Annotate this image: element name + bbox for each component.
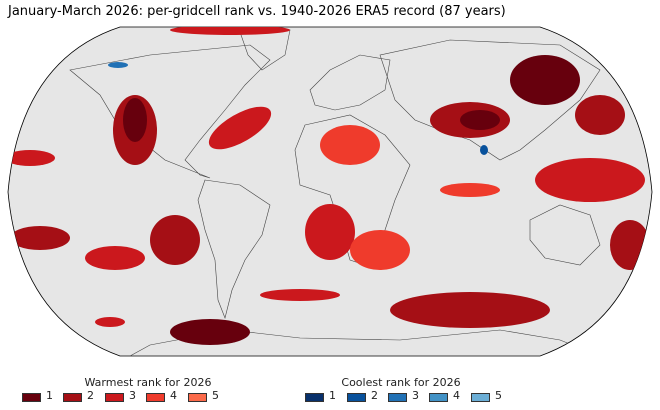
warm-region xyxy=(460,110,500,130)
legend-cool-swatch xyxy=(305,393,324,402)
warm-region xyxy=(8,150,55,166)
warm-region xyxy=(85,246,145,270)
antarctica xyxy=(129,329,601,356)
legend-cool-label: 4 xyxy=(453,389,460,402)
warm-region xyxy=(610,220,650,270)
warm-region xyxy=(150,215,200,265)
map-title: January-March 2026: per-gridcell rank vs… xyxy=(8,4,506,19)
world-map xyxy=(7,26,653,357)
legend-warm-label: 2 xyxy=(87,389,94,402)
warm-legend-title: Warmest rank for 2026 xyxy=(84,376,212,389)
warm-region xyxy=(208,106,272,150)
warm-region xyxy=(10,226,70,250)
warm-region xyxy=(575,95,625,135)
legend-cool-label: 1 xyxy=(329,389,336,402)
warm-region xyxy=(440,183,500,197)
legend-cool-label: 2 xyxy=(371,389,378,402)
legend-warm-label: 5 xyxy=(212,389,219,402)
warm-region xyxy=(320,125,380,165)
warm-region xyxy=(535,158,645,202)
warm-region xyxy=(170,319,250,345)
legend-cool-label: 5 xyxy=(495,389,502,402)
legend-cool-swatch xyxy=(347,393,366,402)
warm-region xyxy=(95,317,125,327)
europe xyxy=(309,54,391,111)
warm-region xyxy=(510,55,580,105)
legend-cool-swatch xyxy=(429,393,448,402)
cool-region xyxy=(108,62,128,68)
legend-warm-label: 3 xyxy=(129,389,136,402)
warm-region xyxy=(260,289,340,301)
legend-cool-swatch xyxy=(388,393,407,402)
legend-warm-swatch xyxy=(22,393,41,402)
legend-cool-swatch xyxy=(471,393,490,402)
south-america xyxy=(197,179,271,319)
legend-warm-label: 1 xyxy=(46,389,53,402)
warm-region xyxy=(305,204,355,260)
legend-warm-label: 4 xyxy=(170,389,177,402)
legend-warm-swatch xyxy=(63,393,82,402)
warm-region xyxy=(350,230,410,270)
australia xyxy=(529,204,601,266)
cool-legend-title: Coolest rank for 2026 xyxy=(341,376,461,389)
asia xyxy=(379,39,601,161)
legend-cool-label: 3 xyxy=(412,389,419,402)
anomaly-regions xyxy=(8,27,650,345)
warm-region xyxy=(170,27,290,35)
warm-region xyxy=(123,98,147,142)
warm-region xyxy=(390,292,550,328)
legend-warm-swatch xyxy=(188,393,207,402)
legend-warm-swatch xyxy=(105,393,124,402)
legend-warm-swatch xyxy=(146,393,165,402)
cool-region xyxy=(480,145,488,155)
